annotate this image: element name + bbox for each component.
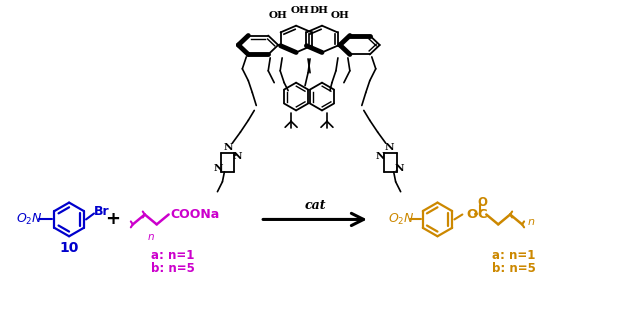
Text: a: n=1: a: n=1 [151, 249, 194, 262]
Text: $O_2N$: $O_2N$ [17, 212, 43, 227]
Text: O: O [466, 208, 478, 221]
Text: N: N [376, 151, 385, 161]
Text: b: n=5: b: n=5 [492, 262, 536, 275]
Text: OH: OH [290, 6, 310, 15]
Text: N: N [395, 164, 404, 173]
Text: a: n=1: a: n=1 [492, 249, 536, 262]
Text: n: n [147, 232, 154, 242]
Text: 10: 10 [59, 241, 79, 255]
Text: Br: Br [94, 205, 110, 218]
Text: N: N [233, 151, 242, 161]
Text: N: N [385, 143, 394, 151]
Text: b: n=5: b: n=5 [151, 262, 194, 275]
Text: N: N [213, 164, 223, 173]
Text: COONa: COONa [171, 208, 220, 221]
Text: N: N [224, 143, 233, 151]
Text: OH: OH [269, 11, 288, 20]
Text: C: C [477, 208, 487, 221]
Text: n: n [528, 218, 535, 228]
Text: O: O [477, 196, 487, 209]
Text: OH: OH [331, 11, 349, 20]
Text: $O_2N$: $O_2N$ [388, 212, 415, 227]
Text: DH: DH [310, 6, 329, 15]
Text: cat: cat [304, 199, 326, 212]
Text: +: + [105, 210, 120, 228]
